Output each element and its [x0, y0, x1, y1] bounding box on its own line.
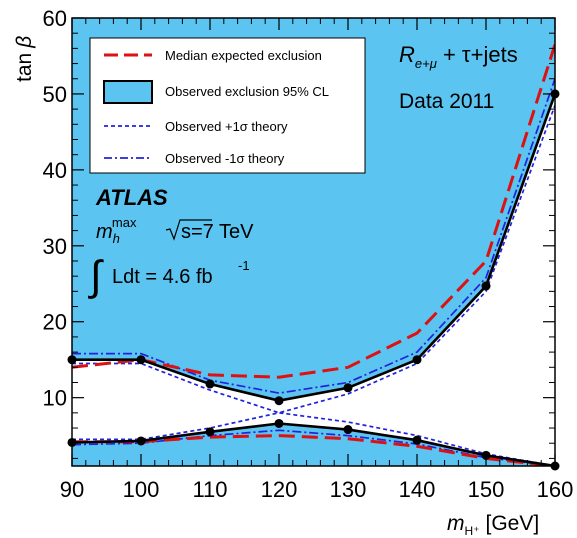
observed-point-lower [412, 435, 422, 445]
line-observed-exclusion-95-cl-lower [72, 422, 555, 466]
observed-point-lower [136, 436, 146, 446]
x-tick-label: 90 [60, 477, 84, 502]
y-tick-label: 20 [43, 310, 67, 335]
svg-text:s=7 TeV: s=7 TeV [181, 221, 254, 243]
channel-label: Re+μ + τ+jets [399, 42, 518, 71]
luminosity-label: ∫ Ldt = 4.6 fb -1 [88, 252, 250, 299]
y-tick-label: 30 [43, 234, 67, 259]
dataset-label: Data 2011 [399, 90, 494, 113]
y-tick-label: 50 [43, 82, 67, 107]
x-axis-label: mH⁺ [GeV] [447, 512, 539, 538]
allowed-region-fill [72, 93, 555, 466]
y-tick-label: 10 [43, 386, 67, 411]
legend-label-observed: Observed exclusion 95% CL [165, 84, 329, 99]
x-tick-label: 150 [468, 477, 505, 502]
observed-point-upper [481, 281, 491, 291]
observed-point-upper [412, 355, 422, 365]
x-tick-label: 110 [192, 477, 227, 502]
observed-point-upper [136, 355, 146, 365]
scenario-label: mhmax [96, 215, 137, 246]
y-tick-label: 60 [43, 6, 67, 31]
line-median-expected-exclusion-lower [72, 434, 555, 466]
x-tick-label: 160 [537, 477, 574, 502]
experiment-label: ATLAS [95, 185, 168, 210]
observed-point-lower [205, 427, 215, 437]
line-observed-exclusion-95-cl-upper [72, 93, 555, 403]
legend-swatch-observed [103, 80, 153, 104]
line-observed-1-theory-upper [72, 78, 555, 394]
allowed-region [72, 93, 555, 466]
legend-label-plus1sigma: Observed +1σ theory [165, 119, 288, 134]
energy-label: s=7 TeV [165, 219, 254, 243]
legend: Median expected exclusion Observed exclu… [89, 37, 366, 174]
legend-label-expected: Median expected exclusion [165, 48, 322, 63]
x-tick-label: 120 [261, 477, 298, 502]
observed-point-lower [274, 418, 284, 428]
svg-text:-1: -1 [238, 258, 250, 273]
y-axis-label: tanβ [13, 36, 36, 82]
observed-point-upper [343, 383, 353, 393]
legend-box [89, 37, 366, 174]
x-tick-label: 140 [399, 477, 436, 502]
x-tick-label: 100 [123, 477, 160, 502]
integral-sign: ∫ [88, 252, 104, 299]
line-observed-1-theory-lower [72, 411, 555, 466]
observed-points [67, 89, 560, 471]
observed-point-lower [343, 425, 353, 435]
x-tick-label: 130 [330, 477, 367, 502]
observed-point-upper [205, 379, 215, 389]
observed-point-upper [274, 396, 284, 406]
legend-label-minus1sigma: Observed -1σ theory [165, 151, 285, 166]
line-median-expected-exclusion-upper [72, 44, 555, 379]
sqrt-sign [165, 219, 212, 241]
y-tick-label: 40 [43, 158, 67, 183]
axis-ticks: 90 100 110 120 130 140 150 160 10 20 30 40 50 60 [43, 6, 574, 502]
plot-frame [71, 17, 556, 467]
svg-text:Ldt = 4.6 fb: Ldt = 4.6 fb [112, 266, 213, 288]
series-lines [72, 44, 555, 466]
